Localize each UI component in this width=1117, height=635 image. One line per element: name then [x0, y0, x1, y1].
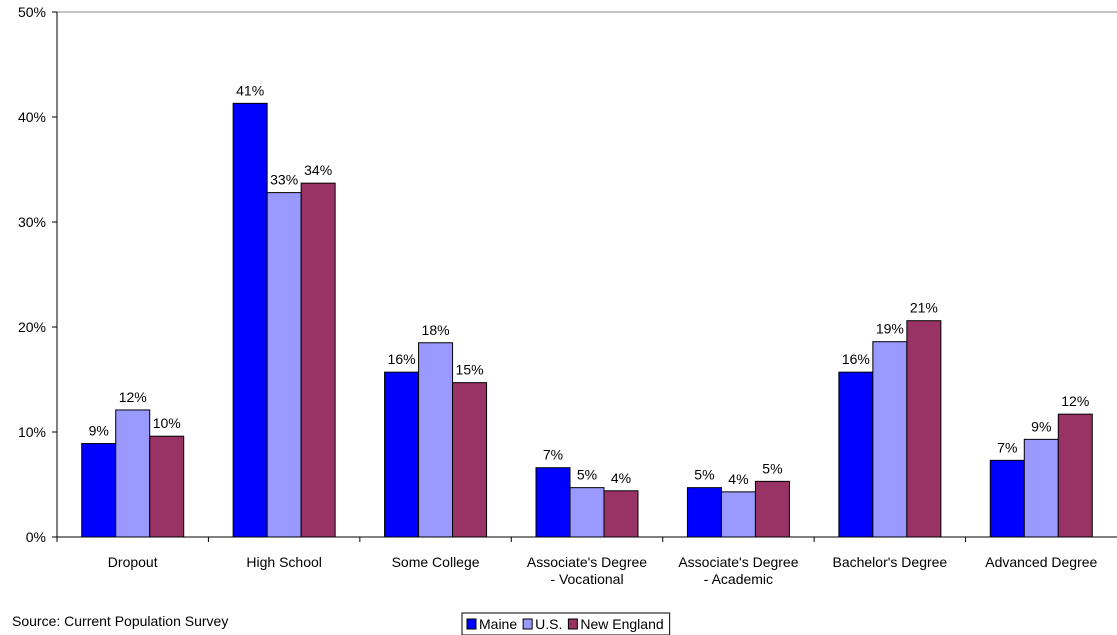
value-label: 16% [842, 351, 870, 367]
value-label: 5% [694, 467, 714, 483]
bar [720, 491, 756, 538]
bar [535, 467, 571, 538]
y-tick-label: 20% [18, 319, 46, 335]
legend-swatch [466, 618, 477, 630]
legend-label: Maine [479, 616, 517, 632]
value-label: 12% [119, 389, 147, 405]
bar [149, 435, 185, 538]
bar [569, 487, 605, 538]
value-label: 15% [456, 362, 484, 378]
value-label: 4% [611, 470, 631, 486]
bar [989, 459, 1025, 538]
value-label: 21% [910, 300, 938, 316]
value-label: 9% [1031, 418, 1051, 434]
y-tick-label: 30% [18, 214, 46, 230]
value-label: 7% [543, 447, 563, 463]
bar [81, 443, 117, 538]
value-label: 4% [728, 471, 748, 487]
value-label: 9% [89, 423, 109, 439]
bar [300, 182, 336, 538]
bar [232, 102, 268, 538]
legend-box [461, 612, 671, 635]
bar [452, 382, 488, 538]
value-label: 34% [304, 162, 332, 178]
value-label: 5% [762, 460, 782, 476]
value-label: 12% [1061, 393, 1089, 409]
bar [754, 480, 790, 538]
value-label: 7% [997, 439, 1017, 455]
value-label: 19% [876, 321, 904, 337]
value-label: 10% [153, 415, 181, 431]
y-tick-label: 10% [18, 424, 46, 440]
value-label: 41% [236, 82, 264, 98]
source-note: Source: Current Population Survey [12, 613, 228, 629]
x-tick-label: Associate's Degree - Academic [678, 554, 798, 587]
legend-label: New England [580, 616, 663, 632]
y-tick-label: 0% [26, 529, 46, 545]
bar [906, 320, 942, 538]
bar [603, 490, 639, 538]
x-tick-label: Bachelor's Degree [832, 554, 947, 570]
y-tick-label: 40% [18, 109, 46, 125]
x-tick-label: Some College [392, 554, 480, 570]
bar [1057, 413, 1093, 538]
value-label: 16% [388, 351, 416, 367]
x-tick-label: Associate's Degree - Vocational [527, 554, 647, 587]
value-label: 33% [270, 172, 298, 188]
bar [384, 371, 420, 538]
bar [1023, 438, 1059, 538]
bar [115, 409, 151, 538]
value-label: 5% [577, 467, 597, 483]
legend-swatch [522, 618, 533, 630]
legend-label: U.S. [535, 616, 562, 632]
x-tick-label: High School [246, 554, 322, 570]
bar [266, 192, 302, 538]
bar [418, 342, 454, 538]
legend-swatch [567, 618, 578, 630]
bar [686, 487, 722, 538]
value-label: 18% [422, 322, 450, 338]
x-tick-label: Advanced Degree [985, 554, 1097, 570]
x-tick-label: Dropout [108, 554, 158, 570]
bar [872, 341, 908, 538]
bar [838, 371, 874, 538]
y-tick-label: 50% [18, 4, 46, 20]
